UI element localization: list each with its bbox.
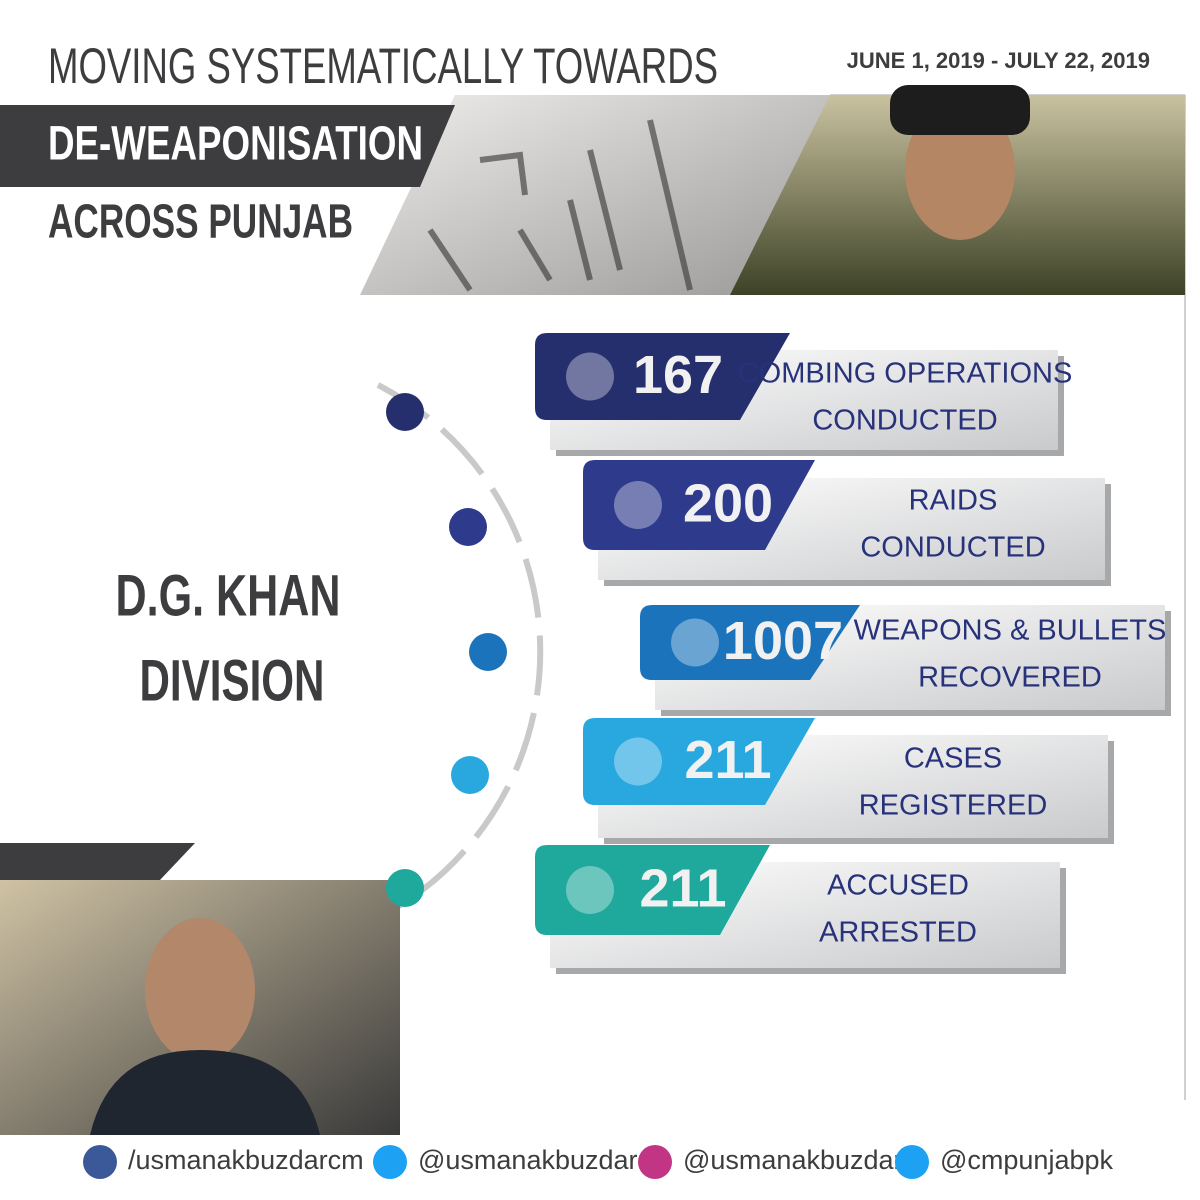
stat-tab: [640, 605, 860, 680]
stat-label: ARRESTED: [819, 917, 977, 949]
stat-tab: [583, 718, 815, 805]
stat-label: RAIDS: [909, 485, 998, 517]
social-icon: [373, 1145, 407, 1179]
social-handle: /usmanakbuzdarcm: [128, 1145, 364, 1175]
stat-label: WEAPONS & BULLETS: [854, 615, 1167, 647]
stat-value: 1007: [723, 611, 843, 671]
photo-band: [0, 843, 195, 880]
social-handle: @usmanakbuzdar: [683, 1145, 903, 1175]
social-handle: @usmanakbuzdar: [418, 1145, 638, 1175]
stat-label: CASES: [904, 743, 1002, 775]
stat-label: CONDUCTED: [812, 405, 997, 437]
timeline-arc: [376, 382, 544, 921]
stat-tab: [535, 333, 790, 420]
cm-body: [90, 1050, 320, 1135]
stat-tab: [535, 845, 770, 935]
stat-tab: [583, 460, 815, 550]
stat-icon: [566, 352, 614, 401]
stat-icon: [566, 866, 614, 914]
timeline-dot: [386, 869, 424, 907]
timeline-dot: [449, 508, 487, 546]
title-bar: [0, 105, 455, 187]
title-line-2: DE-WEAPONISATION: [48, 118, 423, 171]
social-icon: [638, 1145, 672, 1179]
stat-value: 167: [633, 345, 723, 405]
stat-label: ACCUSED: [827, 870, 969, 902]
stat-icon: [614, 737, 662, 786]
stats: 167 COMBING OPERATIONS CONDUCTED 200 RAIDS CO…: [386, 333, 1171, 974]
title-line-1: MOVING SYSTEMATICALLY TOWARDS: [48, 38, 718, 94]
social-handle: @cmpunjabpk: [940, 1145, 1113, 1175]
stat-value: 211: [684, 730, 771, 790]
stat-label: REGISTERED: [859, 790, 1048, 822]
footer: /usmanakbuzdarcm @usmanakbuzdar @usmanakbu…: [83, 1145, 1113, 1179]
stat-value: 211: [639, 858, 726, 918]
social-icon: [895, 1145, 929, 1179]
stat-icon: [671, 618, 719, 667]
division-line-1: D.G. KHAN: [116, 563, 341, 628]
stat-icon: [614, 481, 662, 529]
stat-label: CONDUCTED: [860, 532, 1045, 564]
stat-label: RECOVERED: [918, 662, 1102, 694]
officer-hair: [890, 85, 1030, 135]
timeline-dot: [386, 393, 424, 431]
weapons-photo: [360, 95, 830, 295]
social-icon: [83, 1145, 117, 1179]
title-line-3: ACROSS PUNJAB: [48, 196, 353, 249]
stat-label: COMBING OPERATIONS: [738, 358, 1073, 390]
weapons-sketch: [427, 119, 693, 292]
timeline-dot: [451, 756, 489, 794]
date-range: JUNE 1, 2019 - JULY 22, 2019: [847, 48, 1150, 73]
stat-value: 200: [683, 473, 773, 533]
timeline-dot: [469, 633, 507, 671]
division-line-2: DIVISION: [140, 648, 325, 713]
cm-face: [145, 918, 255, 1062]
